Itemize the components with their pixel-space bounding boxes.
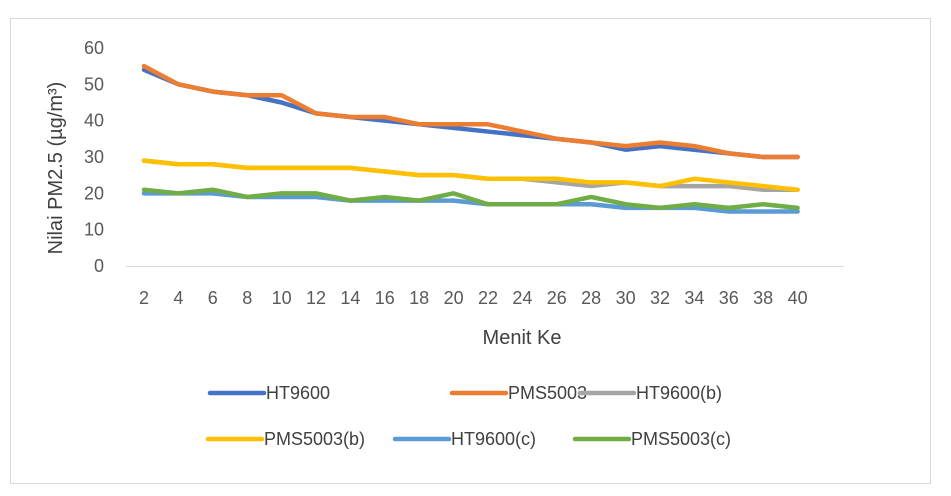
legend-label-pms5003: PMS5003 [508,383,587,403]
x-tick-label: 32 [650,288,670,308]
x-tick-label: 28 [581,288,601,308]
y-axis-title: Nilai PM2.5 (µg/m³) [45,82,67,255]
x-tick-label: 18 [409,288,429,308]
x-tick-label: 16 [375,288,395,308]
x-tick-label: 24 [512,288,532,308]
x-tick-label: 40 [788,288,808,308]
x-tick-label: 30 [616,288,636,308]
y-tick-label: 50 [84,74,104,94]
x-tick-label: 10 [272,288,292,308]
x-tick-label: 2 [139,288,149,308]
chart-frame [10,18,931,484]
series-line-pms5003-c [141,187,800,211]
x-tick-label: 38 [753,288,773,308]
legend-label-ht9600-c: HT9600(c) [451,429,536,449]
series-line-pms5003 [141,63,800,160]
y-tick-label: 10 [84,220,104,240]
y-tick-label: 20 [84,183,104,203]
x-tick-label: 12 [306,288,326,308]
legend-label-pms5003-b: PMS5003(b) [264,429,365,449]
legend-label-pms5003-c: PMS5003(c) [631,429,731,449]
x-tick-label: 4 [173,288,183,308]
y-tick-label: 40 [84,111,104,131]
y-tick-label: 60 [84,38,104,58]
x-axis-title: Menit Ke [483,327,562,349]
y-tick-label: 0 [94,256,104,276]
x-tick-label: 34 [684,288,704,308]
x-tick-label: 8 [242,288,252,308]
y-tick-label: 30 [84,147,104,167]
x-tick-label: 36 [719,288,739,308]
x-tick-label: 26 [547,288,567,308]
x-tick-label: 22 [478,288,498,308]
legend-label-ht9600: HT9600 [266,383,330,403]
series-line-pms5003-b [141,158,800,192]
x-tick-label: 6 [208,288,218,308]
series-line-ht9600 [141,67,800,160]
legend: HT9600 PMS5003 HT9600(b) PMS5003(b) HT9600(c… [205,383,731,449]
legend-label-ht9600-b: HT9600(b) [636,383,722,403]
x-tick-label: 20 [444,288,464,308]
x-tick-label: 14 [340,288,360,308]
